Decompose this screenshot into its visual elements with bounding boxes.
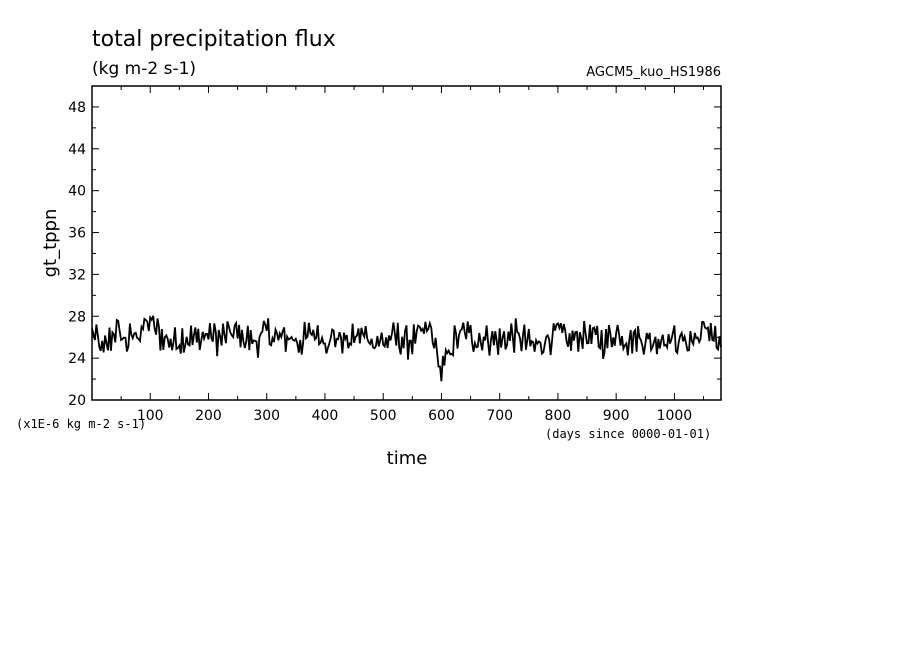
run-id: AGCM5_kuo_HS1986: [586, 65, 721, 80]
y-tick-label: 40: [68, 184, 86, 200]
x-tick-label: 500: [370, 408, 397, 424]
y-scale-note: (x1E-6 kg m-2 s-1): [16, 417, 146, 431]
x-tick-label: 100: [137, 408, 164, 424]
plot-frame: [91, 85, 722, 401]
x-tick-label: 700: [486, 408, 513, 424]
y-tick-label: 48: [68, 100, 86, 116]
y-tick-label: 24: [68, 351, 86, 367]
chart-title: total precipitation flux: [92, 27, 336, 52]
y-axis-ticks: 20 24 28 32 36 40 44 48: [68, 85, 721, 409]
y-tick-label: 36: [68, 226, 86, 242]
y-tick-label: 20: [68, 393, 86, 409]
y-tick-label: 32: [68, 267, 86, 283]
chart-units: (kg m-2 s-1): [92, 59, 196, 79]
x-axis-ticks: 100 200 300 400 500 600 700 800 900 1000: [120, 86, 705, 424]
series-line: [91, 314, 722, 382]
x-units-note: (days since 0000-01-01): [545, 427, 711, 441]
x-tick-label: 400: [312, 408, 339, 424]
x-tick-label: 1000: [657, 408, 693, 424]
x-tick-label: 600: [428, 408, 455, 424]
x-axis-label: time: [387, 448, 428, 469]
y-axis-label: gt_tppn: [40, 209, 61, 278]
x-tick-label: 900: [603, 408, 630, 424]
y-tick-label: 28: [68, 309, 86, 325]
x-tick-label: 800: [545, 408, 572, 424]
x-tick-label: 200: [195, 408, 222, 424]
y-tick-label: 44: [68, 142, 86, 158]
x-tick-label: 300: [253, 408, 280, 424]
